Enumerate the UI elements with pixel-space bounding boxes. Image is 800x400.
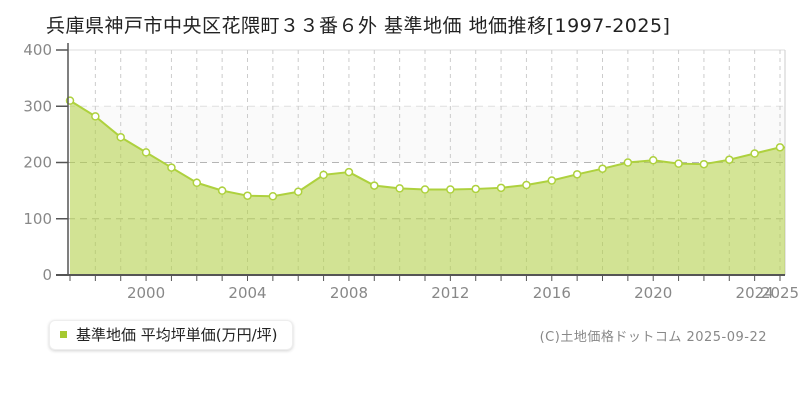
svg-text:2025: 2025: [761, 284, 799, 302]
svg-text:400: 400: [23, 41, 52, 59]
svg-text:2000: 2000: [127, 284, 165, 302]
svg-text:2020: 2020: [634, 284, 672, 302]
svg-text:2016: 2016: [533, 284, 571, 302]
svg-text:2008: 2008: [330, 284, 368, 302]
svg-text:200: 200: [23, 154, 52, 172]
svg-text:2012: 2012: [431, 284, 469, 302]
legend: 基準地価 平均坪単価(万円/坪): [49, 320, 293, 350]
svg-text:2004: 2004: [228, 284, 266, 302]
copyright-text: (C)土地価格ドットコム 2025-09-22: [539, 330, 767, 345]
svg-text:0: 0: [42, 266, 52, 284]
legend-label: 基準地価 平均坪単価(万円/坪): [76, 326, 278, 344]
svg-text:2024: 2024: [736, 284, 774, 302]
page-title: 兵庫県神戸市中央区花隈町３３番６外 基準地価 地価推移[1997-2025]: [46, 15, 671, 37]
svg-text:300: 300: [23, 97, 52, 115]
legend-swatch-icon: [60, 331, 67, 338]
svg-text:100: 100: [23, 210, 52, 228]
